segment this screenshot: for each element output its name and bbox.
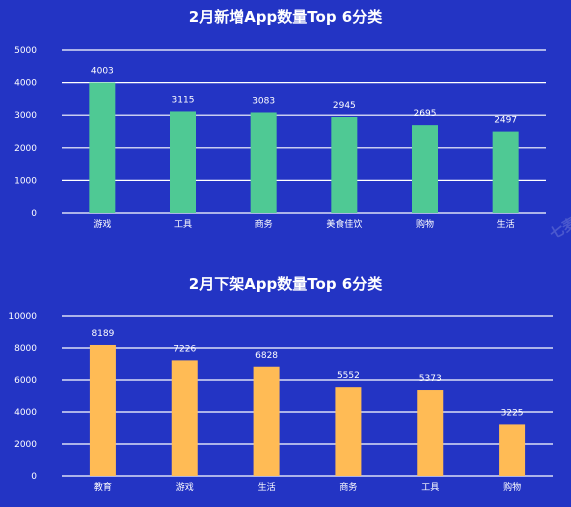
y-tick-label: 10000 [8, 312, 37, 322]
y-tick-label: 4000 [14, 408, 37, 418]
x-tick-label: 游戏 [176, 481, 194, 493]
y-tick-label: 4000 [14, 79, 37, 89]
data-label: 2945 [333, 101, 356, 111]
data-label: 2695 [414, 109, 437, 119]
x-tick-label: 生活 [258, 481, 276, 493]
x-tick-label: 游戏 [93, 218, 111, 230]
bar [412, 125, 438, 213]
data-label: 4003 [91, 67, 114, 77]
y-tick-label: 2000 [14, 440, 37, 450]
data-label: 2497 [494, 116, 517, 126]
x-tick-label: 美食佳饮 [326, 218, 362, 230]
data-label: 3083 [252, 96, 275, 106]
y-tick-label: 1000 [14, 176, 37, 186]
y-tick-label: 0 [31, 209, 37, 219]
data-label: 5552 [337, 371, 360, 381]
y-tick-label: 3000 [14, 111, 37, 121]
data-label: 5373 [419, 374, 442, 384]
bar [335, 387, 362, 476]
x-tick-label: 工具 [174, 219, 192, 230]
data-label: 7226 [173, 344, 196, 354]
y-tick-label: 5000 [14, 46, 37, 56]
bar [170, 111, 196, 213]
y-tick-label: 0 [31, 472, 37, 482]
x-tick-label: 工具 [421, 482, 439, 493]
bar [89, 344, 116, 476]
chart-title-removed-apps: 2月下架App数量Top 6分类 [188, 275, 383, 293]
bar [253, 366, 280, 476]
data-label: 3225 [501, 408, 524, 418]
y-tick-label: 6000 [14, 376, 37, 386]
bar [171, 360, 198, 476]
y-tick-label: 8000 [14, 344, 37, 354]
bar [417, 390, 444, 476]
bar [89, 82, 116, 213]
x-tick-label: 商务 [339, 481, 357, 493]
x-tick-label: 购物 [416, 218, 434, 230]
data-label: 6828 [255, 351, 278, 361]
x-tick-label: 购物 [503, 481, 521, 493]
y-tick-label: 2000 [14, 144, 37, 154]
bar [331, 116, 358, 213]
bar [499, 424, 526, 476]
data-label: 8189 [91, 329, 114, 339]
x-tick-label: 商务 [255, 218, 273, 230]
chart-title-new-apps: 2月新增App数量Top 6分类 [188, 8, 383, 26]
bar [492, 131, 519, 213]
x-tick-label: 生活 [497, 218, 515, 230]
data-label: 3115 [172, 95, 195, 105]
x-tick-label: 教育 [94, 481, 112, 493]
bar [250, 112, 277, 213]
